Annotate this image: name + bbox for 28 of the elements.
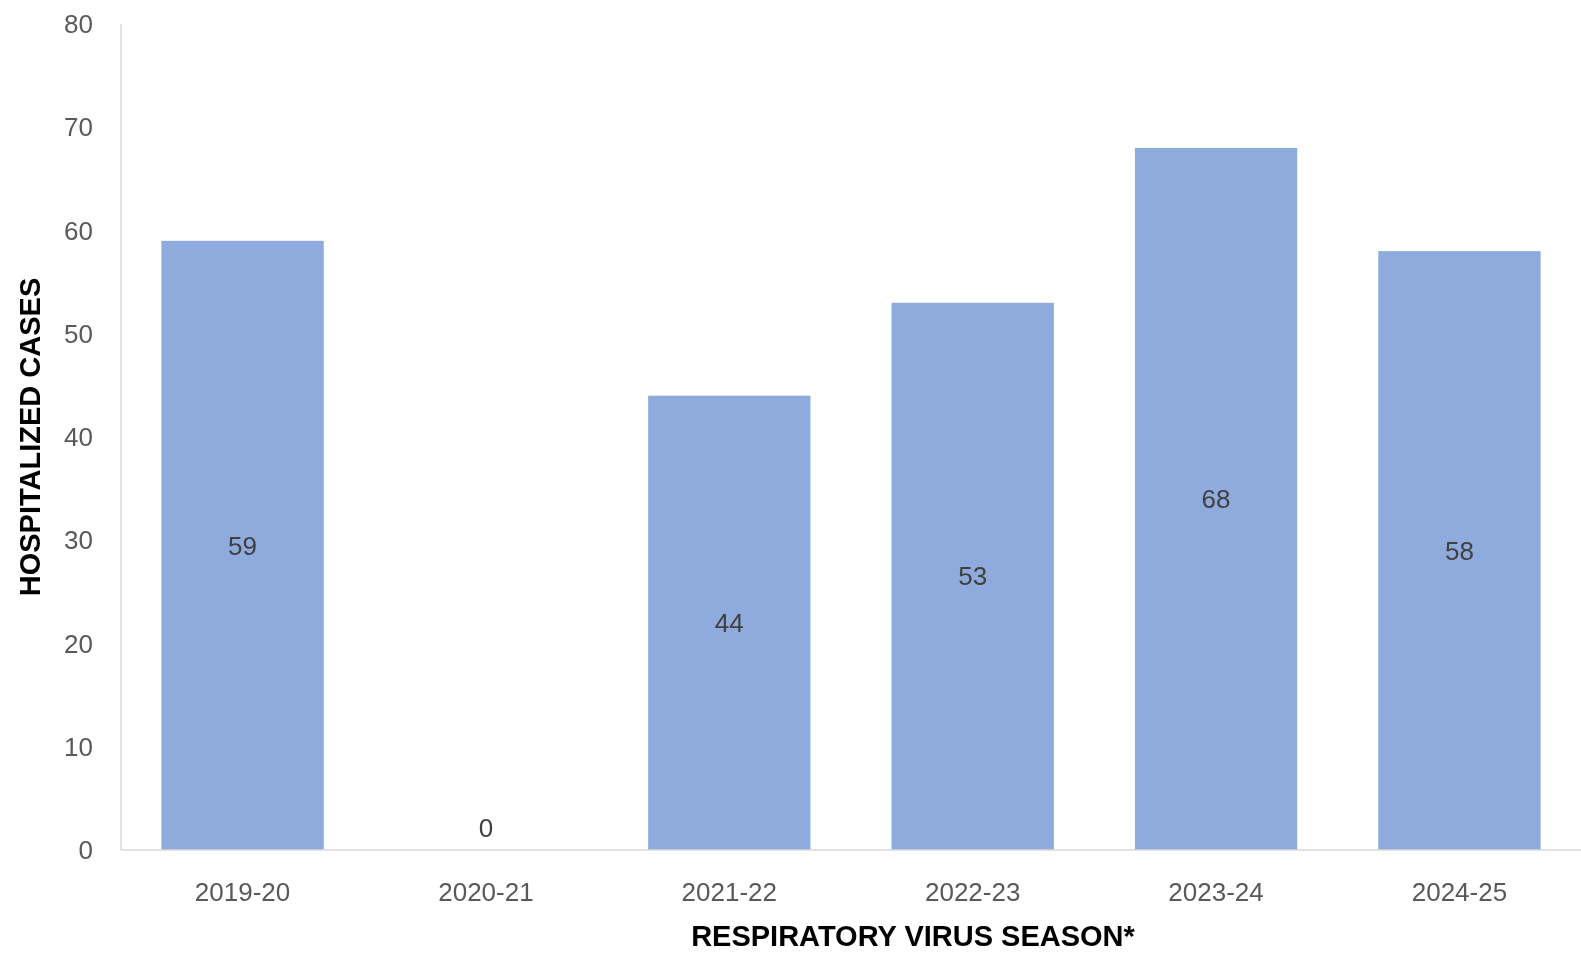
bar	[161, 240, 324, 850]
y-tick-label: 40	[64, 422, 93, 453]
x-tick-label: 2024-25	[1411, 877, 1508, 908]
y-tick-label: 30	[64, 525, 93, 556]
bar	[648, 395, 811, 850]
y-tick-label: 0	[78, 835, 93, 866]
x-axis-title: RESPIRATORY VIRUS SEASON*	[691, 920, 1136, 952]
y-tick-label: 70	[64, 112, 93, 143]
x-tick-label: 2022-23	[924, 877, 1021, 908]
y-tick-label: 20	[64, 628, 93, 659]
bar	[1134, 147, 1298, 850]
x-tick-label: 2023-24	[1168, 877, 1264, 908]
y-axis-title: HOSPITALIZED CASES	[14, 277, 46, 597]
data-label: 58	[1444, 535, 1474, 566]
y-tick-label: 10	[64, 731, 93, 762]
bar	[1378, 251, 1541, 850]
y-tick-label: 80	[64, 9, 93, 40]
data-label: 59	[228, 530, 258, 561]
y-tick-label: 50	[64, 318, 93, 349]
data-label: 0	[478, 813, 494, 844]
data-label: 68	[1201, 484, 1231, 515]
x-tick-label: 2019-20	[194, 877, 291, 908]
data-label: 44	[714, 607, 744, 638]
bar	[891, 302, 1054, 850]
x-tick-label: 2021-22	[681, 877, 778, 908]
y-tick-label: 60	[64, 215, 93, 246]
x-tick-label: 2020-21	[438, 877, 534, 908]
data-label: 53	[958, 561, 988, 592]
